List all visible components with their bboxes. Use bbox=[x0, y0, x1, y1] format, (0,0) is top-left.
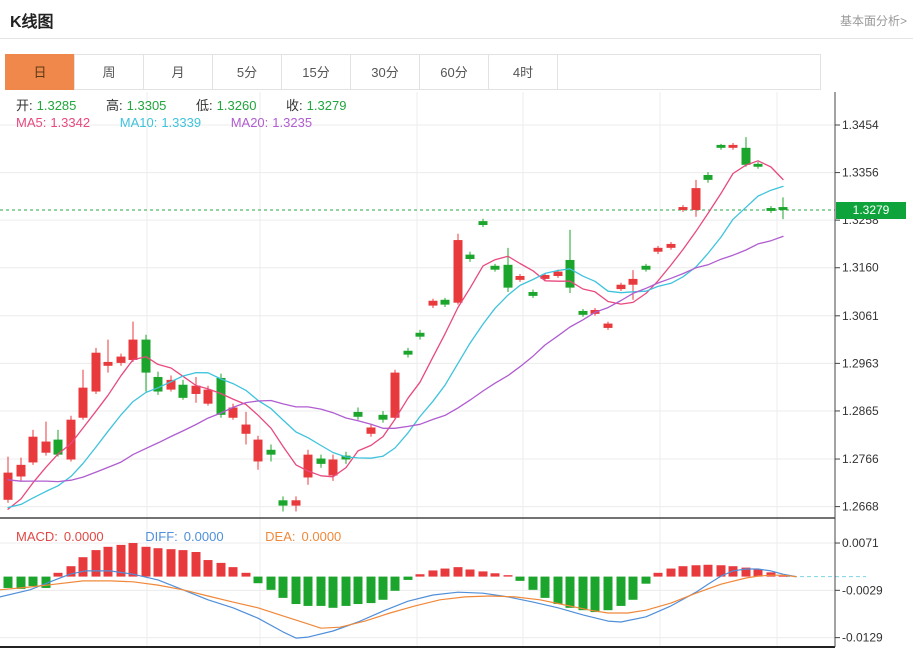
high-label: 高: bbox=[106, 98, 123, 113]
period-tabs: 日 周 月 5分 15分 30分 60分 4时 bbox=[5, 54, 821, 90]
tab-day[interactable]: 日 bbox=[5, 54, 75, 90]
low-label: 低: bbox=[196, 98, 213, 113]
axis-tick-label: 1.3356 bbox=[842, 166, 879, 180]
axis-tick-label: 1.2668 bbox=[842, 500, 879, 514]
ma20-label: MA20: bbox=[230, 115, 269, 130]
axis-tick-label: -0.0029 bbox=[842, 583, 883, 597]
tab-strip-filler bbox=[557, 54, 821, 90]
ohlc-legend: 开: 1.3285 高: 1.3305 低: 1.3260 收: 1.3279 bbox=[16, 95, 350, 114]
ma10-label: MA10: bbox=[119, 115, 158, 130]
open-value: 1.3285 bbox=[36, 98, 77, 113]
axis-tick-label: 1.3160 bbox=[842, 261, 879, 275]
close-value: 1.3279 bbox=[306, 98, 347, 113]
axis-tick-label: 1.2865 bbox=[842, 404, 879, 418]
tab-5min[interactable]: 5分 bbox=[212, 54, 282, 90]
axis-tick-label: 0.0071 bbox=[842, 536, 879, 550]
axis-tick-label: -0.0129 bbox=[842, 631, 883, 645]
axis-tick-label: 1.3061 bbox=[842, 309, 879, 323]
page-title: K线图 bbox=[10, 14, 54, 31]
ma20-value: 1.3235 bbox=[272, 115, 313, 130]
fundamental-analysis-link[interactable]: 基本面分析> bbox=[839, 14, 907, 28]
tab-15min[interactable]: 15分 bbox=[281, 54, 351, 90]
open-label: 开: bbox=[16, 98, 33, 113]
tab-4hour[interactable]: 4时 bbox=[488, 54, 558, 90]
ma5-label: MA5: bbox=[16, 115, 47, 130]
tab-week[interactable]: 周 bbox=[74, 54, 144, 90]
diff-label: DIFF: bbox=[145, 529, 178, 544]
tab-month[interactable]: 月 bbox=[143, 54, 213, 90]
axis-tick-label: 1.2963 bbox=[842, 356, 879, 370]
ma5-value: 1.3342 bbox=[50, 115, 91, 130]
macd-legend: MACD: 0.0000 DIFF: 0.0000 DEA: 0.0000 bbox=[16, 529, 347, 544]
macd-label: MACD: bbox=[16, 529, 58, 544]
dea-value: 0.0000 bbox=[301, 529, 342, 544]
tab-30min[interactable]: 30分 bbox=[350, 54, 420, 90]
ma-legend: MA5: 1.3342 MA10: 1.3339 MA20: 1.3235 bbox=[16, 115, 316, 130]
ma10-value: 1.3339 bbox=[161, 115, 202, 130]
axis-tick-label: 1.3454 bbox=[842, 118, 879, 132]
diff-value: 0.0000 bbox=[183, 529, 224, 544]
dea-label: DEA: bbox=[265, 529, 296, 544]
page-header: K线图 基本面分析> bbox=[0, 0, 913, 39]
axis-tick-label: 1.2766 bbox=[842, 452, 879, 466]
close-label: 收: bbox=[286, 98, 303, 113]
current-price-badge: 1.3279 bbox=[836, 202, 906, 219]
low-value: 1.3260 bbox=[216, 98, 257, 113]
macd-value: 0.0000 bbox=[63, 529, 104, 544]
tab-60min[interactable]: 60分 bbox=[419, 54, 489, 90]
high-value: 1.3305 bbox=[126, 98, 167, 113]
